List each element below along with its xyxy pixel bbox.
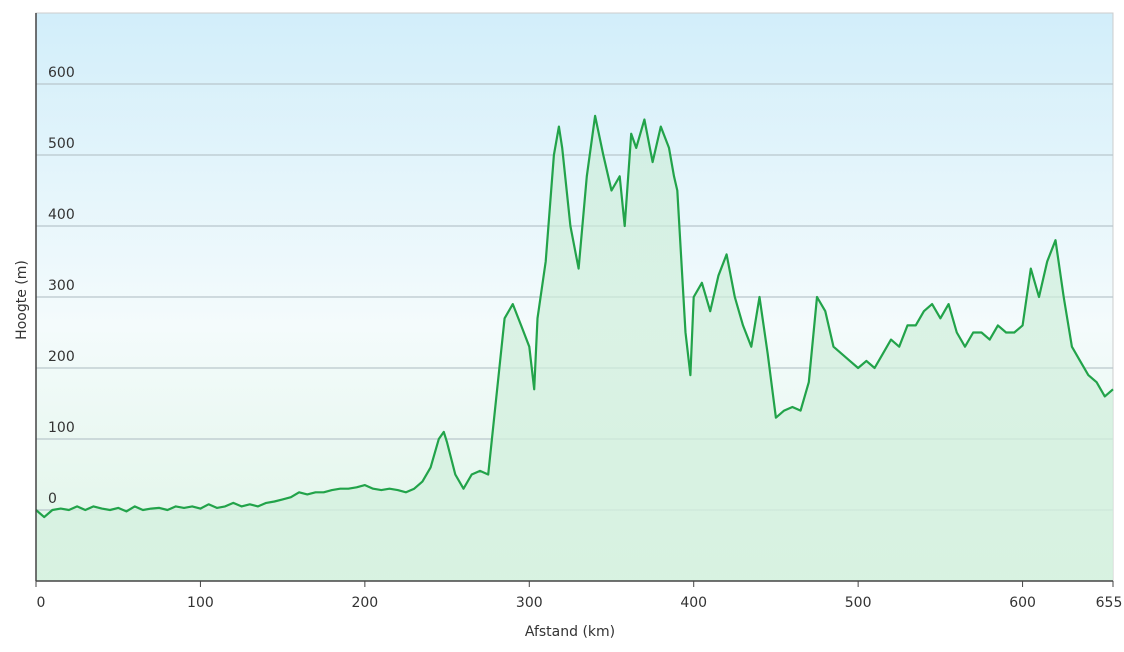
- x-tick-label: 200: [351, 595, 378, 611]
- y-tick-label: 0: [48, 491, 57, 507]
- x-axis-label: Afstand (km): [525, 624, 615, 640]
- x-tick-label: 655: [1096, 595, 1123, 611]
- x-tick-label: 0: [37, 595, 46, 611]
- y-tick-label: 100: [48, 420, 75, 436]
- y-tick-label: 200: [48, 349, 75, 365]
- x-tick-label: 600: [1009, 595, 1036, 611]
- y-tick-label: 600: [48, 65, 75, 81]
- y-axis-label: Hoogte (m): [14, 260, 30, 340]
- x-tick-label: 300: [516, 595, 543, 611]
- x-tick-label: 500: [845, 595, 872, 611]
- y-tick-label: 400: [48, 207, 75, 223]
- area-fill: [36, 115, 1113, 582]
- elevation-line: [35, 114, 1114, 519]
- y-tick-label: 300: [48, 278, 75, 294]
- x-tick-label: 400: [680, 595, 707, 611]
- y-tick-label: 500: [48, 136, 75, 152]
- x-tick-label: 100: [187, 595, 214, 611]
